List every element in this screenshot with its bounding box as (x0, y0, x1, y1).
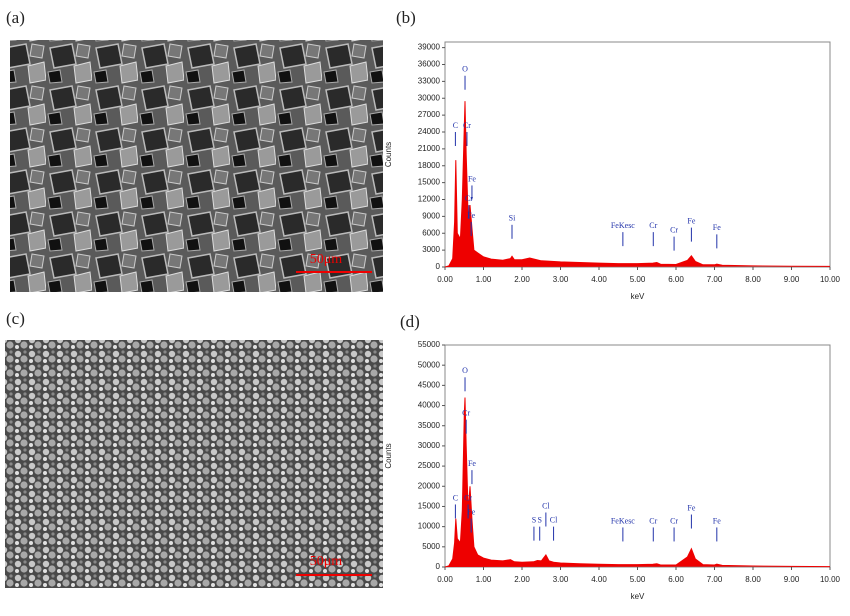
scale-label: 50μm (310, 554, 343, 569)
x-tick-label: 9.00 (784, 575, 800, 584)
y-tick-label: 12000 (418, 195, 441, 204)
x-tick-label: 9.00 (784, 275, 800, 284)
peak-label: Si (509, 214, 516, 223)
plot-frame (444, 41, 831, 268)
x-tick-label: 3.00 (553, 275, 569, 284)
y-tick-label: 15000 (418, 502, 441, 511)
y-tick-label: 21000 (418, 144, 441, 153)
peak-label: O (462, 65, 468, 74)
y-tick-label: 50000 (418, 360, 441, 369)
y-tick-label: 39000 (418, 43, 441, 52)
y-tick-label: 20000 (418, 481, 441, 490)
x-axis-label: keV (631, 592, 645, 601)
y-tick-label: 24000 (418, 127, 441, 136)
peak-label: Fe (468, 174, 476, 183)
y-tick-label: 0 (436, 562, 441, 571)
x-tick-label: 6.00 (668, 275, 684, 284)
x-tick-label: 6.00 (668, 575, 684, 584)
peak-label: Fe (713, 516, 721, 525)
peak-label: Fe (713, 223, 721, 232)
x-tick-label: 5.00 (630, 575, 646, 584)
panel-label: (b) (396, 8, 416, 27)
x-tick-label: 2.00 (514, 575, 530, 584)
y-tick-label: 6000 (422, 228, 440, 237)
x-tick-label: 8.00 (745, 275, 761, 284)
peak-label: Fe (687, 503, 695, 512)
peak-label: Cr (462, 409, 470, 418)
x-tick-label: 1.00 (476, 275, 492, 284)
x-tick-label: 2.00 (514, 275, 530, 284)
panel-label: (a) (6, 8, 25, 27)
y-tick-label: 0 (436, 262, 441, 271)
peak-label: S (537, 515, 541, 524)
spectrum (444, 101, 831, 268)
y-tick-label: 3000 (422, 245, 440, 254)
peak-label: Fe (467, 211, 475, 220)
x-tick-label: 4.00 (591, 275, 607, 284)
y-tick-label: 25000 (418, 461, 441, 470)
y-tick-label: 30000 (418, 93, 441, 102)
peak-label: Cr (649, 516, 657, 525)
y-tick-label: 55000 (418, 340, 441, 349)
x-tick-label: 10.00 (820, 575, 841, 584)
x-tick-label: 1.00 (476, 575, 492, 584)
x-tick-label: 0.00 (437, 275, 453, 284)
scale-label: 50μm (310, 252, 343, 267)
peak-label: Cr (463, 121, 471, 130)
peak-label: C (453, 493, 458, 502)
x-tick-label: 10.00 (820, 275, 841, 284)
y-tick-label: 10000 (418, 522, 441, 531)
peak-label: O (462, 366, 468, 375)
y-axis-label: Counts (384, 142, 393, 167)
x-tick-label: 0.00 (437, 575, 453, 584)
y-tick-label: 27000 (418, 110, 441, 119)
peak-label: Fe (467, 507, 475, 516)
sem-image (5, 340, 383, 588)
y-tick-label: 15000 (418, 178, 441, 187)
y-tick-label: 9000 (422, 211, 440, 220)
y-tick-label: 36000 (418, 60, 441, 69)
peak-label: Fe (468, 459, 476, 468)
peak-label: Cr (465, 194, 473, 203)
x-tick-label: 3.00 (553, 575, 569, 584)
x-tick-label: 7.00 (707, 275, 723, 284)
peak-label: FeKesc (611, 221, 635, 230)
spectrum (444, 397, 831, 568)
y-tick-label: 40000 (418, 401, 441, 410)
peak-label: Cr (670, 516, 678, 525)
y-tick-label: 35000 (418, 421, 441, 430)
y-tick-label: 45000 (418, 380, 441, 389)
peak-label: Cl (550, 515, 558, 524)
plot-frame (444, 344, 831, 568)
peak-label: Cl (542, 501, 550, 510)
panel-label: (d) (400, 312, 420, 331)
peak-label: S (532, 515, 536, 524)
y-tick-label: 30000 (418, 441, 441, 450)
x-tick-label: 7.00 (707, 575, 723, 584)
peak-label: Cr (649, 221, 657, 230)
x-axis-label: keV (631, 292, 645, 301)
x-tick-label: 4.00 (591, 575, 607, 584)
y-tick-label: 18000 (418, 161, 441, 170)
peak-label: C (453, 121, 458, 130)
x-tick-label: 5.00 (630, 275, 646, 284)
peak-label: Fe (687, 216, 695, 225)
peak-label: Cr (670, 225, 678, 234)
y-axis-label: Counts (384, 443, 393, 468)
panel-label: (c) (6, 309, 25, 328)
x-tick-label: 8.00 (745, 575, 761, 584)
y-tick-label: 33000 (418, 76, 441, 85)
sem-image (10, 40, 383, 292)
y-tick-label: 5000 (422, 542, 440, 551)
peak-label: FeKesc (611, 516, 635, 525)
peak-label: Cr (464, 493, 472, 502)
